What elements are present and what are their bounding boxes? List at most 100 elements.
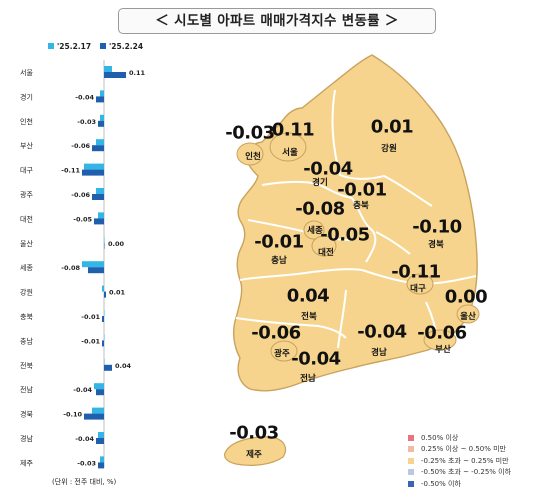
bar-curr: [88, 267, 104, 274]
bar-chart: '25.2.17 '25.2.24 서울 0.11 경기 -0.04 인천 -0.03 부산 -0…: [20, 42, 146, 486]
bar-prev: [98, 432, 104, 438]
data-label: -0.04: [75, 435, 94, 443]
data-label: -0.05: [73, 215, 92, 223]
bar-prev: [104, 66, 112, 72]
data-label: -0.04: [75, 93, 94, 101]
region-value: 0.00: [444, 286, 488, 308]
legend-label: 0.25% 이상 ~ 0.50% 미만: [421, 445, 507, 454]
region-name: 충북: [353, 201, 369, 211]
category-label: 전남: [20, 385, 33, 394]
metro-shapes: [236, 132, 480, 362]
legend-swatch: [408, 480, 414, 487]
category-label: 부산: [20, 141, 33, 150]
region-name: 대구: [410, 284, 426, 294]
region-name: 경기: [312, 178, 328, 188]
region-name: 전남: [300, 374, 316, 384]
bar-curr: [92, 194, 104, 200]
region-value: -0.06: [251, 322, 301, 344]
region-name: 경남: [371, 348, 387, 358]
bar-curr: [102, 316, 104, 322]
region-name: 대전: [318, 248, 334, 258]
bar-prev: [92, 407, 104, 414]
bar-curr: [104, 364, 112, 371]
bar-prev: [94, 383, 104, 390]
data-label: -0.10: [63, 411, 82, 419]
legend-label: -0.25% 초과 ~ 0.25% 미만: [421, 456, 509, 465]
region-value: -0.04: [303, 158, 353, 180]
region-value: -0.03: [225, 122, 275, 144]
unit-note: (단위 : 전주 대비, %): [52, 477, 117, 486]
region-value: -0.01: [254, 231, 304, 253]
bar-curr: [96, 389, 104, 396]
legend: 0.50% 이상 0.25% 이상 ~ 0.50% 미만 -0.25% 초과 ~ 0…: [408, 432, 540, 494]
category-label: 대전: [20, 214, 33, 223]
legend-row: -0.50% 초과 ~ -0.25% 이하: [408, 467, 540, 479]
category-label: 전북: [20, 361, 33, 370]
region-value: -0.03: [229, 422, 279, 444]
category-label: 경기: [20, 92, 33, 101]
bar-curr: [104, 72, 126, 78]
bar-prev: [96, 188, 104, 194]
region-value: -0.04: [291, 348, 341, 370]
legend-row: 0.25% 이상 ~ 0.50% 미만: [408, 444, 540, 456]
bar-curr: [82, 169, 104, 176]
bar-prev: [100, 90, 104, 97]
category-label: 경북: [20, 410, 33, 419]
legend-label: 0.50% 이상: [421, 433, 459, 442]
data-label: -0.01: [81, 337, 100, 345]
data-label: -0.08: [61, 264, 80, 272]
legend-swatch: [48, 43, 54, 49]
bar-prev: [104, 358, 105, 365]
data-label: -0.03: [77, 118, 96, 126]
category-label: 충남: [20, 336, 33, 345]
data-label: -0.04: [73, 386, 92, 394]
category-label: 인천: [20, 117, 33, 126]
legend-label: '25.2.24: [109, 42, 143, 51]
region-name: 인천: [245, 152, 261, 162]
category-label: 서울: [20, 68, 33, 77]
region-value: -0.01: [337, 179, 387, 201]
bar-prev: [82, 261, 104, 268]
legend-row: 0.50% 이상: [408, 432, 540, 444]
data-label: -0.06: [71, 191, 90, 199]
bar-prev: [98, 212, 104, 219]
data-label: 0.01: [109, 289, 126, 297]
bar-curr: [96, 438, 104, 444]
region-value: -0.10: [412, 216, 462, 238]
bar-curr: [94, 218, 104, 225]
region-value: -0.04: [357, 321, 407, 343]
data-label: 0.04: [115, 362, 132, 370]
bar-curr: [102, 340, 104, 347]
region-value: -0.08: [295, 198, 345, 220]
data-label: 0.00: [108, 240, 125, 248]
region-name: 전북: [301, 312, 317, 322]
legend-swatch: [408, 434, 414, 441]
region-name: 세종: [307, 226, 323, 236]
data-label: 0.11: [129, 69, 146, 77]
region-name: 울산: [460, 312, 476, 322]
data-label: -0.06: [71, 142, 90, 150]
legend-swatch: [408, 457, 414, 464]
bar-curr: [104, 291, 106, 298]
bar-prev: [102, 285, 104, 292]
legend-label: '25.2.17: [57, 42, 91, 51]
region-name: 서울: [282, 148, 298, 158]
category-label: 강원: [20, 288, 33, 297]
region-value: -0.05: [320, 224, 370, 246]
data-label: -0.01: [81, 313, 100, 321]
bar-prev: [104, 334, 105, 341]
legend-swatch: [408, 469, 414, 476]
legend-row: -0.50% 이하: [408, 478, 540, 490]
bar-prev: [104, 310, 105, 316]
bar-prev: [84, 163, 104, 170]
legend-label: -0.50% 초과 ~ -0.25% 이하: [421, 468, 512, 477]
region-name: 경북: [428, 240, 444, 250]
region-value: -0.06: [417, 322, 467, 344]
bar-curr: [92, 145, 104, 152]
bar-prev: [100, 456, 104, 463]
region-name: 부산: [435, 345, 451, 355]
jeju-shape: [224, 436, 287, 466]
bar-prev: [104, 236, 105, 243]
legend-swatch: [408, 446, 414, 453]
